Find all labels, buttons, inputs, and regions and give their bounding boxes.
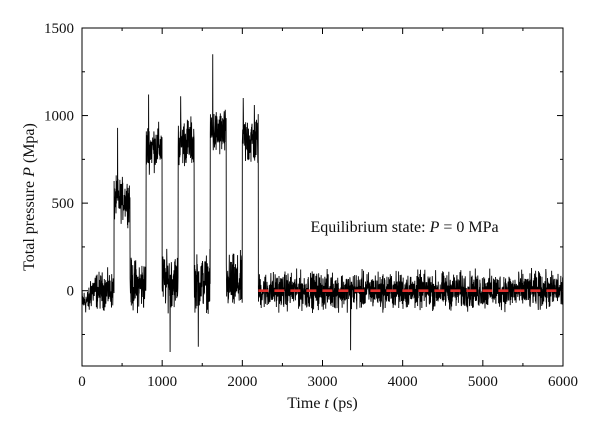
x-tick-label: 5000 — [468, 374, 498, 390]
x-tick-label: 2000 — [227, 374, 257, 390]
x-tick-label: 1000 — [147, 374, 177, 390]
equilibrium-annotation: Equilibrium state: P = 0 MPa — [310, 219, 498, 236]
x-axis-label: Time t (ps) — [287, 395, 358, 412]
y-tick-label: 0 — [67, 284, 75, 300]
y-tick-label: 500 — [52, 196, 75, 212]
x-axis-ticks: 0 1000 2000 3000 4000 5000 6000 — [78, 28, 578, 390]
x-tick-label: 0 — [78, 374, 86, 390]
y-axis-ticks: 0 500 1000 1500 — [44, 21, 563, 335]
x-tick-label: 3000 — [308, 374, 338, 390]
x-tick-label: 6000 — [548, 374, 578, 390]
pressure-signal-line — [81, 54, 564, 352]
x-tick-label: 4000 — [388, 374, 418, 390]
y-tick-label: 1500 — [44, 21, 74, 37]
y-axis-label: Total pressure P (Mpa) — [21, 123, 38, 271]
pressure-signal-series — [81, 54, 564, 352]
plot-frame — [81, 27, 564, 367]
y-tick-label: 1000 — [44, 109, 74, 125]
